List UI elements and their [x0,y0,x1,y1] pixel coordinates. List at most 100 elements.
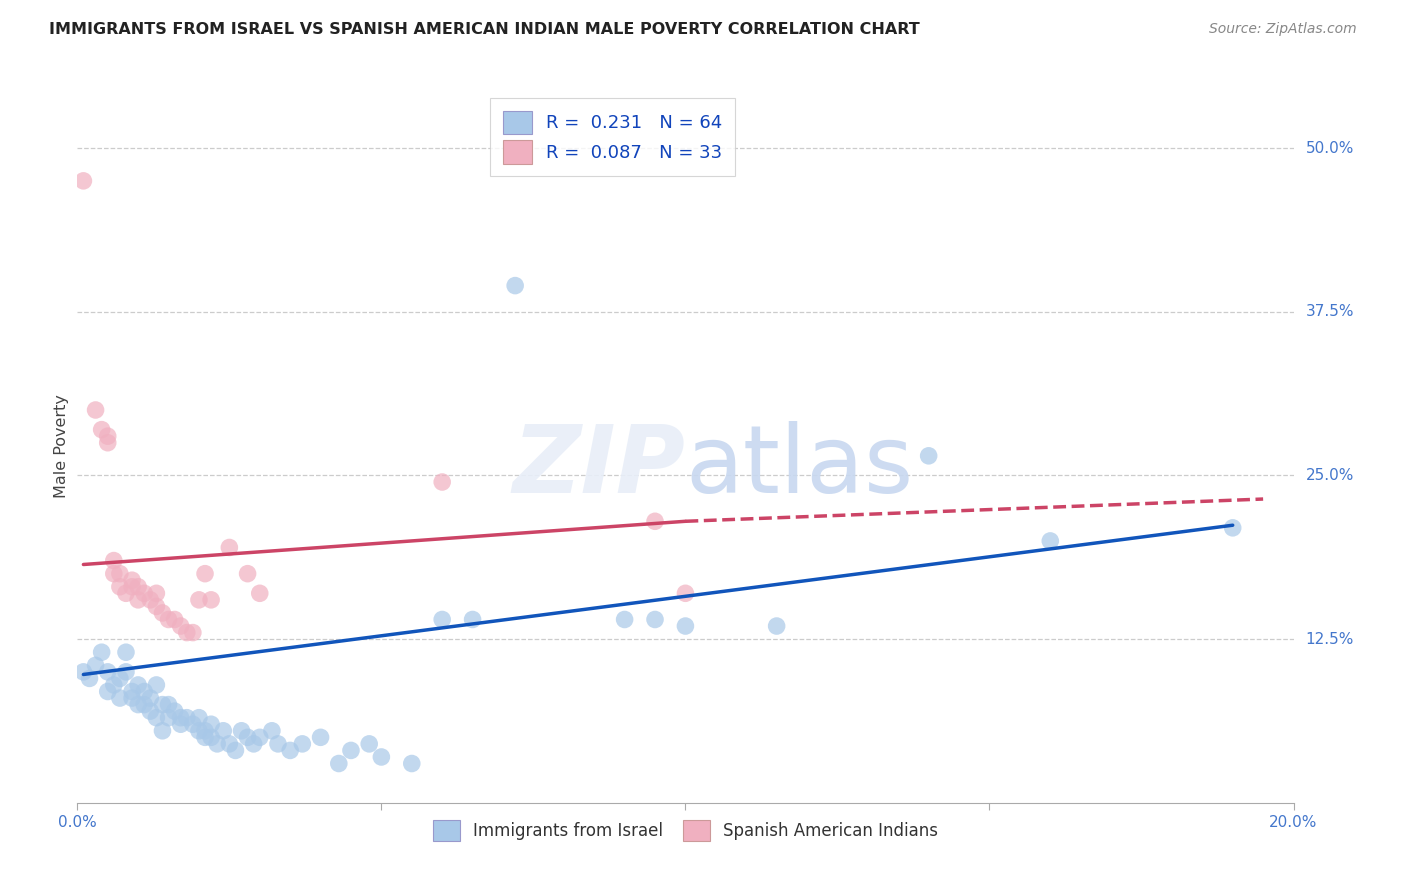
Point [194,566,217,581]
Point [170,717,193,731]
Point [127,678,149,692]
Point [267,737,290,751]
Point [188,711,211,725]
Point [1222,521,1244,535]
Point [328,756,350,771]
Point [212,723,235,738]
Text: 25.0%: 25.0% [1306,468,1354,483]
Text: IMMIGRANTS FROM ISRAEL VS SPANISH AMERICAN INDIAN MALE POVERTY CORRELATION CHART: IMMIGRANTS FROM ISRAEL VS SPANISH AMERIC… [49,22,920,37]
Point [188,592,211,607]
Point [430,612,453,626]
Point [90,423,112,437]
Text: 50.0%: 50.0% [1306,141,1354,155]
Point [200,731,222,745]
Point [72,174,94,188]
Point [139,592,162,607]
Point [134,698,156,712]
Point [218,737,240,751]
Text: Source: ZipAtlas.com: Source: ZipAtlas.com [1209,22,1357,37]
Point [103,553,125,567]
Point [236,731,259,745]
Point [613,612,636,626]
Point [84,403,107,417]
Point [108,672,131,686]
Point [644,612,666,626]
Point [309,731,332,745]
Point [188,723,211,738]
Point [461,612,484,626]
Point [121,580,143,594]
Point [278,743,301,757]
Text: 37.5%: 37.5% [1306,304,1354,319]
Point [139,691,162,706]
Point [675,619,697,633]
Point [108,566,131,581]
Point [108,580,131,594]
Point [79,672,101,686]
Point [200,717,222,731]
Point [181,717,204,731]
Point [260,723,283,738]
Point [145,711,167,725]
Point [115,586,138,600]
Point [157,698,180,712]
Point [152,698,174,712]
Point [121,573,143,587]
Point [249,731,271,745]
Point [224,743,246,757]
Point [157,711,180,725]
Point [176,711,198,725]
Point [176,625,198,640]
Point [127,698,149,712]
Point [163,704,186,718]
Point [765,619,787,633]
Point [218,541,240,555]
Point [194,731,217,745]
Point [127,592,149,607]
Point [97,435,120,450]
Point [503,278,526,293]
Point [340,743,363,757]
Y-axis label: Male Poverty: Male Poverty [53,394,69,498]
Text: 12.5%: 12.5% [1306,632,1354,647]
Point [103,566,125,581]
Point [108,691,131,706]
Point [97,684,120,698]
Point [127,580,149,594]
Point [115,645,138,659]
Point [200,592,222,607]
Point [115,665,138,679]
Point [918,449,941,463]
Point [134,684,156,698]
Point [370,750,392,764]
Point [231,723,253,738]
Point [145,586,167,600]
Text: ZIP: ZIP [513,421,686,514]
Point [139,704,162,718]
Point [121,684,143,698]
Point [249,586,271,600]
Point [644,514,666,528]
Point [163,612,186,626]
Point [97,429,120,443]
Point [401,756,423,771]
Point [134,586,156,600]
Point [145,599,167,614]
Point [194,723,217,738]
Point [1039,533,1062,548]
Legend: Immigrants from Israel, Spanish American Indians: Immigrants from Israel, Spanish American… [426,814,945,848]
Point [205,737,228,751]
Point [121,691,143,706]
Point [90,645,112,659]
Point [84,658,107,673]
Point [242,737,264,751]
Point [170,619,193,633]
Point [157,612,180,626]
Point [236,566,259,581]
Point [291,737,314,751]
Point [72,665,94,679]
Point [675,586,697,600]
Point [181,625,204,640]
Point [430,475,453,489]
Point [152,723,174,738]
